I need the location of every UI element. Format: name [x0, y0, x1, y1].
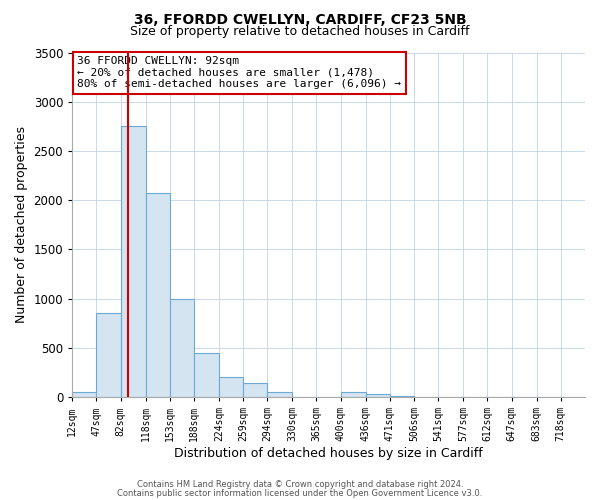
Bar: [121, 126, 146, 397]
Bar: [146, 193, 170, 397]
Bar: [268, 392, 292, 397]
Bar: [219, 378, 243, 397]
Text: Size of property relative to detached houses in Cardiff: Size of property relative to detached ho…: [130, 25, 470, 38]
Bar: [97, 314, 121, 397]
Bar: [341, 392, 365, 397]
Text: Contains HM Land Registry data © Crown copyright and database right 2024.: Contains HM Land Registry data © Crown c…: [137, 480, 463, 489]
Bar: [72, 392, 97, 397]
Bar: [170, 298, 194, 397]
Text: 36, FFORDD CWELLYN, CARDIFF, CF23 5NB: 36, FFORDD CWELLYN, CARDIFF, CF23 5NB: [134, 12, 466, 26]
Bar: [390, 396, 414, 397]
Bar: [194, 353, 219, 397]
Text: Contains public sector information licensed under the Open Government Licence v3: Contains public sector information licen…: [118, 488, 482, 498]
X-axis label: Distribution of detached houses by size in Cardiff: Distribution of detached houses by size …: [174, 447, 483, 460]
Bar: [365, 394, 390, 397]
Text: 36 FFORDD CWELLYN: 92sqm
← 20% of detached houses are smaller (1,478)
80% of sem: 36 FFORDD CWELLYN: 92sqm ← 20% of detach…: [77, 56, 401, 89]
Y-axis label: Number of detached properties: Number of detached properties: [15, 126, 28, 324]
Bar: [243, 384, 268, 397]
